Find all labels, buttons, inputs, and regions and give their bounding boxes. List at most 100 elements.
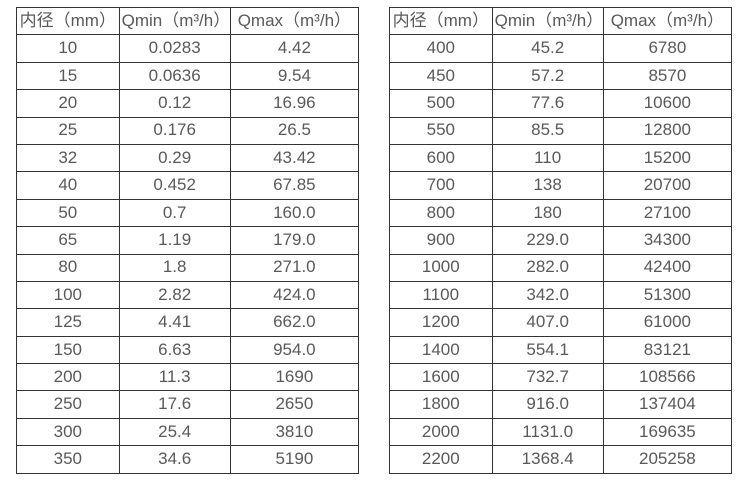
table-cell: 11.3	[118, 363, 231, 392]
header-cell: Qmax（m³/h）	[229, 6, 360, 36]
table-row: 10 0.0283 4.42	[16, 34, 360, 63]
table-cell: 42400	[602, 253, 733, 282]
table-cell: 916.0	[491, 390, 604, 419]
table-cell: 6780	[602, 34, 733, 63]
table-row: 125 4.41 662.0	[16, 308, 360, 337]
table-row: 2000 1131.0 169635	[389, 417, 733, 447]
header-cell: Qmax（m³/h）	[602, 6, 733, 36]
table-row: 32 0.29 43.42	[16, 143, 360, 173]
table-cell: 1368.4	[491, 445, 604, 474]
table-cell: 1400	[389, 335, 493, 365]
header-row: 内径（mm） Qmin（m³/h） Qmax（m³/h）	[16, 6, 360, 36]
table-cell: 179.0	[229, 226, 360, 255]
table-cell: 15	[16, 61, 120, 91]
table-cell: 2.82	[118, 280, 231, 310]
table-row: 200 11.3 1690	[16, 363, 360, 392]
table-cell: 205258	[602, 445, 733, 474]
table-cell: 51300	[602, 280, 733, 310]
table-row: 20 0.12 16.96	[16, 89, 360, 118]
table-cell: 407.0	[491, 308, 604, 337]
table-cell: 160.0	[229, 198, 360, 228]
table-cell: 77.6	[491, 89, 604, 118]
table-row: 550 85.5 12800	[389, 116, 733, 145]
table-cell: 271.0	[229, 253, 360, 282]
table-cell: 1000	[389, 253, 493, 282]
table-cell: 20	[16, 89, 120, 118]
table-cell: 350	[16, 445, 120, 474]
table-cell: 1690	[229, 363, 360, 392]
table-cell: 10	[16, 34, 120, 63]
table-cell: 0.176	[118, 116, 231, 145]
table-cell: 424.0	[229, 280, 360, 310]
table-cell: 10600	[602, 89, 733, 118]
table-cell: 0.29	[118, 143, 231, 173]
table-row: 350 34.6 5190	[16, 445, 360, 474]
header-row: 内径（mm） Qmin（m³/h） Qmax（m³/h）	[389, 6, 733, 36]
header-cell: 内径（mm）	[389, 6, 493, 36]
table-cell: 662.0	[229, 308, 360, 337]
table-cell: 1100	[389, 280, 493, 310]
table-cell: 125	[16, 308, 120, 337]
table-cell: 1131.0	[491, 417, 604, 447]
flow-range-table-left: 内径（mm） Qmin（m³/h） Qmax（m³/h） 10 0.0283 4.42 15…	[16, 6, 360, 474]
table-row: 25 0.176 26.5	[16, 116, 360, 145]
table-cell: 16.96	[229, 89, 360, 118]
table-cell: 800	[389, 198, 493, 228]
table-cell: 4.42	[229, 34, 360, 63]
table-cell: 0.0283	[118, 34, 231, 63]
table-cell: 34.6	[118, 445, 231, 474]
table-cell: 9.54	[229, 61, 360, 91]
table-cell: 40	[16, 171, 120, 200]
table-cell: 57.2	[491, 61, 604, 91]
table-row: 1100 342.0 51300	[389, 280, 733, 310]
table-cell: 180	[491, 198, 604, 228]
table-cell: 1200	[389, 308, 493, 337]
table-row: 700 138 20700	[389, 171, 733, 200]
table-cell: 110	[491, 143, 604, 173]
table-cell: 43.42	[229, 143, 360, 173]
table-cell: 550	[389, 116, 493, 145]
table-cell: 1800	[389, 390, 493, 419]
table-cell: 2000	[389, 417, 493, 447]
table-cell: 400	[389, 34, 493, 63]
table-row: 100 2.82 424.0	[16, 280, 360, 310]
table-cell: 25	[16, 116, 120, 145]
table-row: 600 110 15200	[389, 143, 733, 173]
table-cell: 0.452	[118, 171, 231, 200]
table-cell: 5190	[229, 445, 360, 474]
table-row: 1400 554.1 83121	[389, 335, 733, 365]
table-row: 250 17.6 2650	[16, 390, 360, 419]
table-cell: 85.5	[491, 116, 604, 145]
table-cell: 26.5	[229, 116, 360, 145]
table-cell: 12800	[602, 116, 733, 145]
table-row: 80 1.8 271.0	[16, 253, 360, 282]
table-cell: 600	[389, 143, 493, 173]
table-cell: 2200	[389, 445, 493, 474]
table-cell: 137404	[602, 390, 733, 419]
table-row: 800 180 27100	[389, 198, 733, 228]
table-cell: 67.85	[229, 171, 360, 200]
table-cell: 61000	[602, 308, 733, 337]
table-cell: 1600	[389, 363, 493, 392]
table-row: 1200 407.0 61000	[389, 308, 733, 337]
table-cell: 300	[16, 417, 120, 447]
table-cell: 282.0	[491, 253, 604, 282]
table-cell: 250	[16, 390, 120, 419]
table-row: 1000 282.0 42400	[389, 253, 733, 282]
table-cell: 25.4	[118, 417, 231, 447]
table-cell: 20700	[602, 171, 733, 200]
table-cell: 45.2	[491, 34, 604, 63]
table-cell: 3810	[229, 417, 360, 447]
table-row: 1800 916.0 137404	[389, 390, 733, 419]
table-row: 40 0.452 67.85	[16, 171, 360, 200]
table-cell: 32	[16, 143, 120, 173]
table-cell: 732.7	[491, 363, 604, 392]
table-cell: 27100	[602, 198, 733, 228]
table-row: 400 45.2 6780	[389, 34, 733, 63]
table-cell: 0.7	[118, 198, 231, 228]
table-cell: 700	[389, 171, 493, 200]
table-cell: 0.0636	[118, 61, 231, 91]
table-cell: 138	[491, 171, 604, 200]
table-cell: 100	[16, 280, 120, 310]
